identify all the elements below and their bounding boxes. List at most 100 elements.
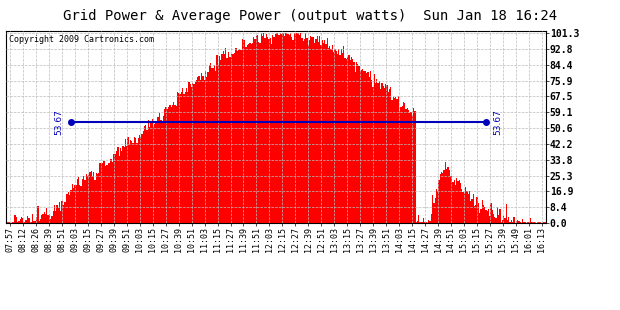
Bar [190, 84, 191, 223]
Bar [98, 173, 99, 223]
Bar [252, 43, 253, 223]
Bar [288, 35, 290, 223]
Bar [303, 41, 304, 223]
Bar [367, 72, 368, 223]
Bar [395, 97, 396, 223]
Bar [522, 219, 523, 223]
Bar [381, 83, 383, 223]
Bar [27, 216, 29, 223]
Bar [310, 36, 311, 223]
Bar [467, 194, 469, 223]
Bar [409, 113, 410, 223]
Bar [120, 148, 121, 223]
Bar [504, 218, 506, 223]
Bar [356, 62, 357, 223]
Bar [36, 217, 37, 223]
Bar [255, 36, 257, 223]
Bar [207, 72, 209, 223]
Bar [352, 59, 353, 223]
Bar [353, 62, 355, 223]
Bar [175, 106, 177, 223]
Bar [238, 50, 239, 223]
Bar [437, 191, 438, 223]
Bar [270, 38, 271, 223]
Bar [258, 42, 259, 223]
Bar [154, 124, 156, 223]
Bar [234, 53, 235, 223]
Bar [254, 38, 255, 223]
Bar [368, 77, 370, 223]
Bar [192, 83, 193, 223]
Bar [290, 33, 291, 223]
Bar [281, 33, 282, 223]
Bar [177, 92, 178, 223]
Bar [330, 49, 332, 223]
Bar [418, 215, 419, 223]
Bar [206, 77, 207, 223]
Bar [73, 188, 74, 223]
Text: Grid Power & Average Power (output watts)  Sun Jan 18 16:24: Grid Power & Average Power (output watts… [63, 9, 557, 23]
Bar [388, 92, 389, 223]
Bar [436, 189, 437, 223]
Bar [187, 91, 188, 223]
Bar [287, 34, 288, 223]
Bar [361, 70, 362, 223]
Bar [182, 88, 184, 223]
Bar [66, 194, 68, 223]
Bar [267, 38, 268, 223]
Bar [197, 77, 198, 223]
Bar [355, 72, 356, 223]
Text: Copyright 2009 Cartronics.com: Copyright 2009 Cartronics.com [9, 35, 154, 44]
Bar [244, 39, 246, 223]
Bar [83, 176, 84, 223]
Bar [201, 73, 202, 223]
Bar [196, 80, 197, 223]
Bar [131, 141, 133, 223]
Bar [477, 203, 479, 223]
Bar [334, 49, 335, 223]
Bar [172, 105, 173, 223]
Bar [445, 162, 446, 223]
Bar [405, 108, 407, 223]
Bar [42, 214, 43, 223]
Bar [345, 58, 346, 223]
Bar [122, 146, 123, 223]
Bar [513, 217, 515, 223]
Bar [37, 206, 38, 223]
Bar [21, 217, 22, 223]
Bar [520, 222, 521, 223]
Bar [126, 146, 127, 223]
Bar [498, 215, 499, 223]
Bar [105, 166, 106, 223]
Bar [428, 220, 430, 223]
Bar [305, 33, 306, 223]
Bar [64, 202, 65, 223]
Bar [88, 175, 89, 223]
Bar [163, 116, 164, 223]
Bar [178, 93, 179, 223]
Bar [134, 137, 135, 223]
Bar [129, 144, 130, 223]
Text: 53.67: 53.67 [55, 109, 63, 135]
Bar [65, 202, 66, 223]
Bar [328, 48, 329, 223]
Bar [101, 164, 102, 223]
Bar [360, 71, 361, 223]
Bar [168, 107, 169, 223]
Bar [230, 57, 231, 223]
Bar [215, 71, 216, 223]
Bar [311, 37, 312, 223]
Bar [79, 185, 81, 223]
Bar [123, 148, 125, 223]
Bar [195, 82, 196, 223]
Bar [342, 53, 343, 223]
Bar [300, 33, 301, 223]
Bar [141, 134, 143, 223]
Bar [121, 151, 122, 223]
Bar [333, 52, 334, 223]
Bar [76, 185, 77, 223]
Bar [485, 210, 487, 223]
Bar [327, 38, 328, 223]
Bar [276, 33, 277, 223]
Bar [294, 33, 295, 223]
